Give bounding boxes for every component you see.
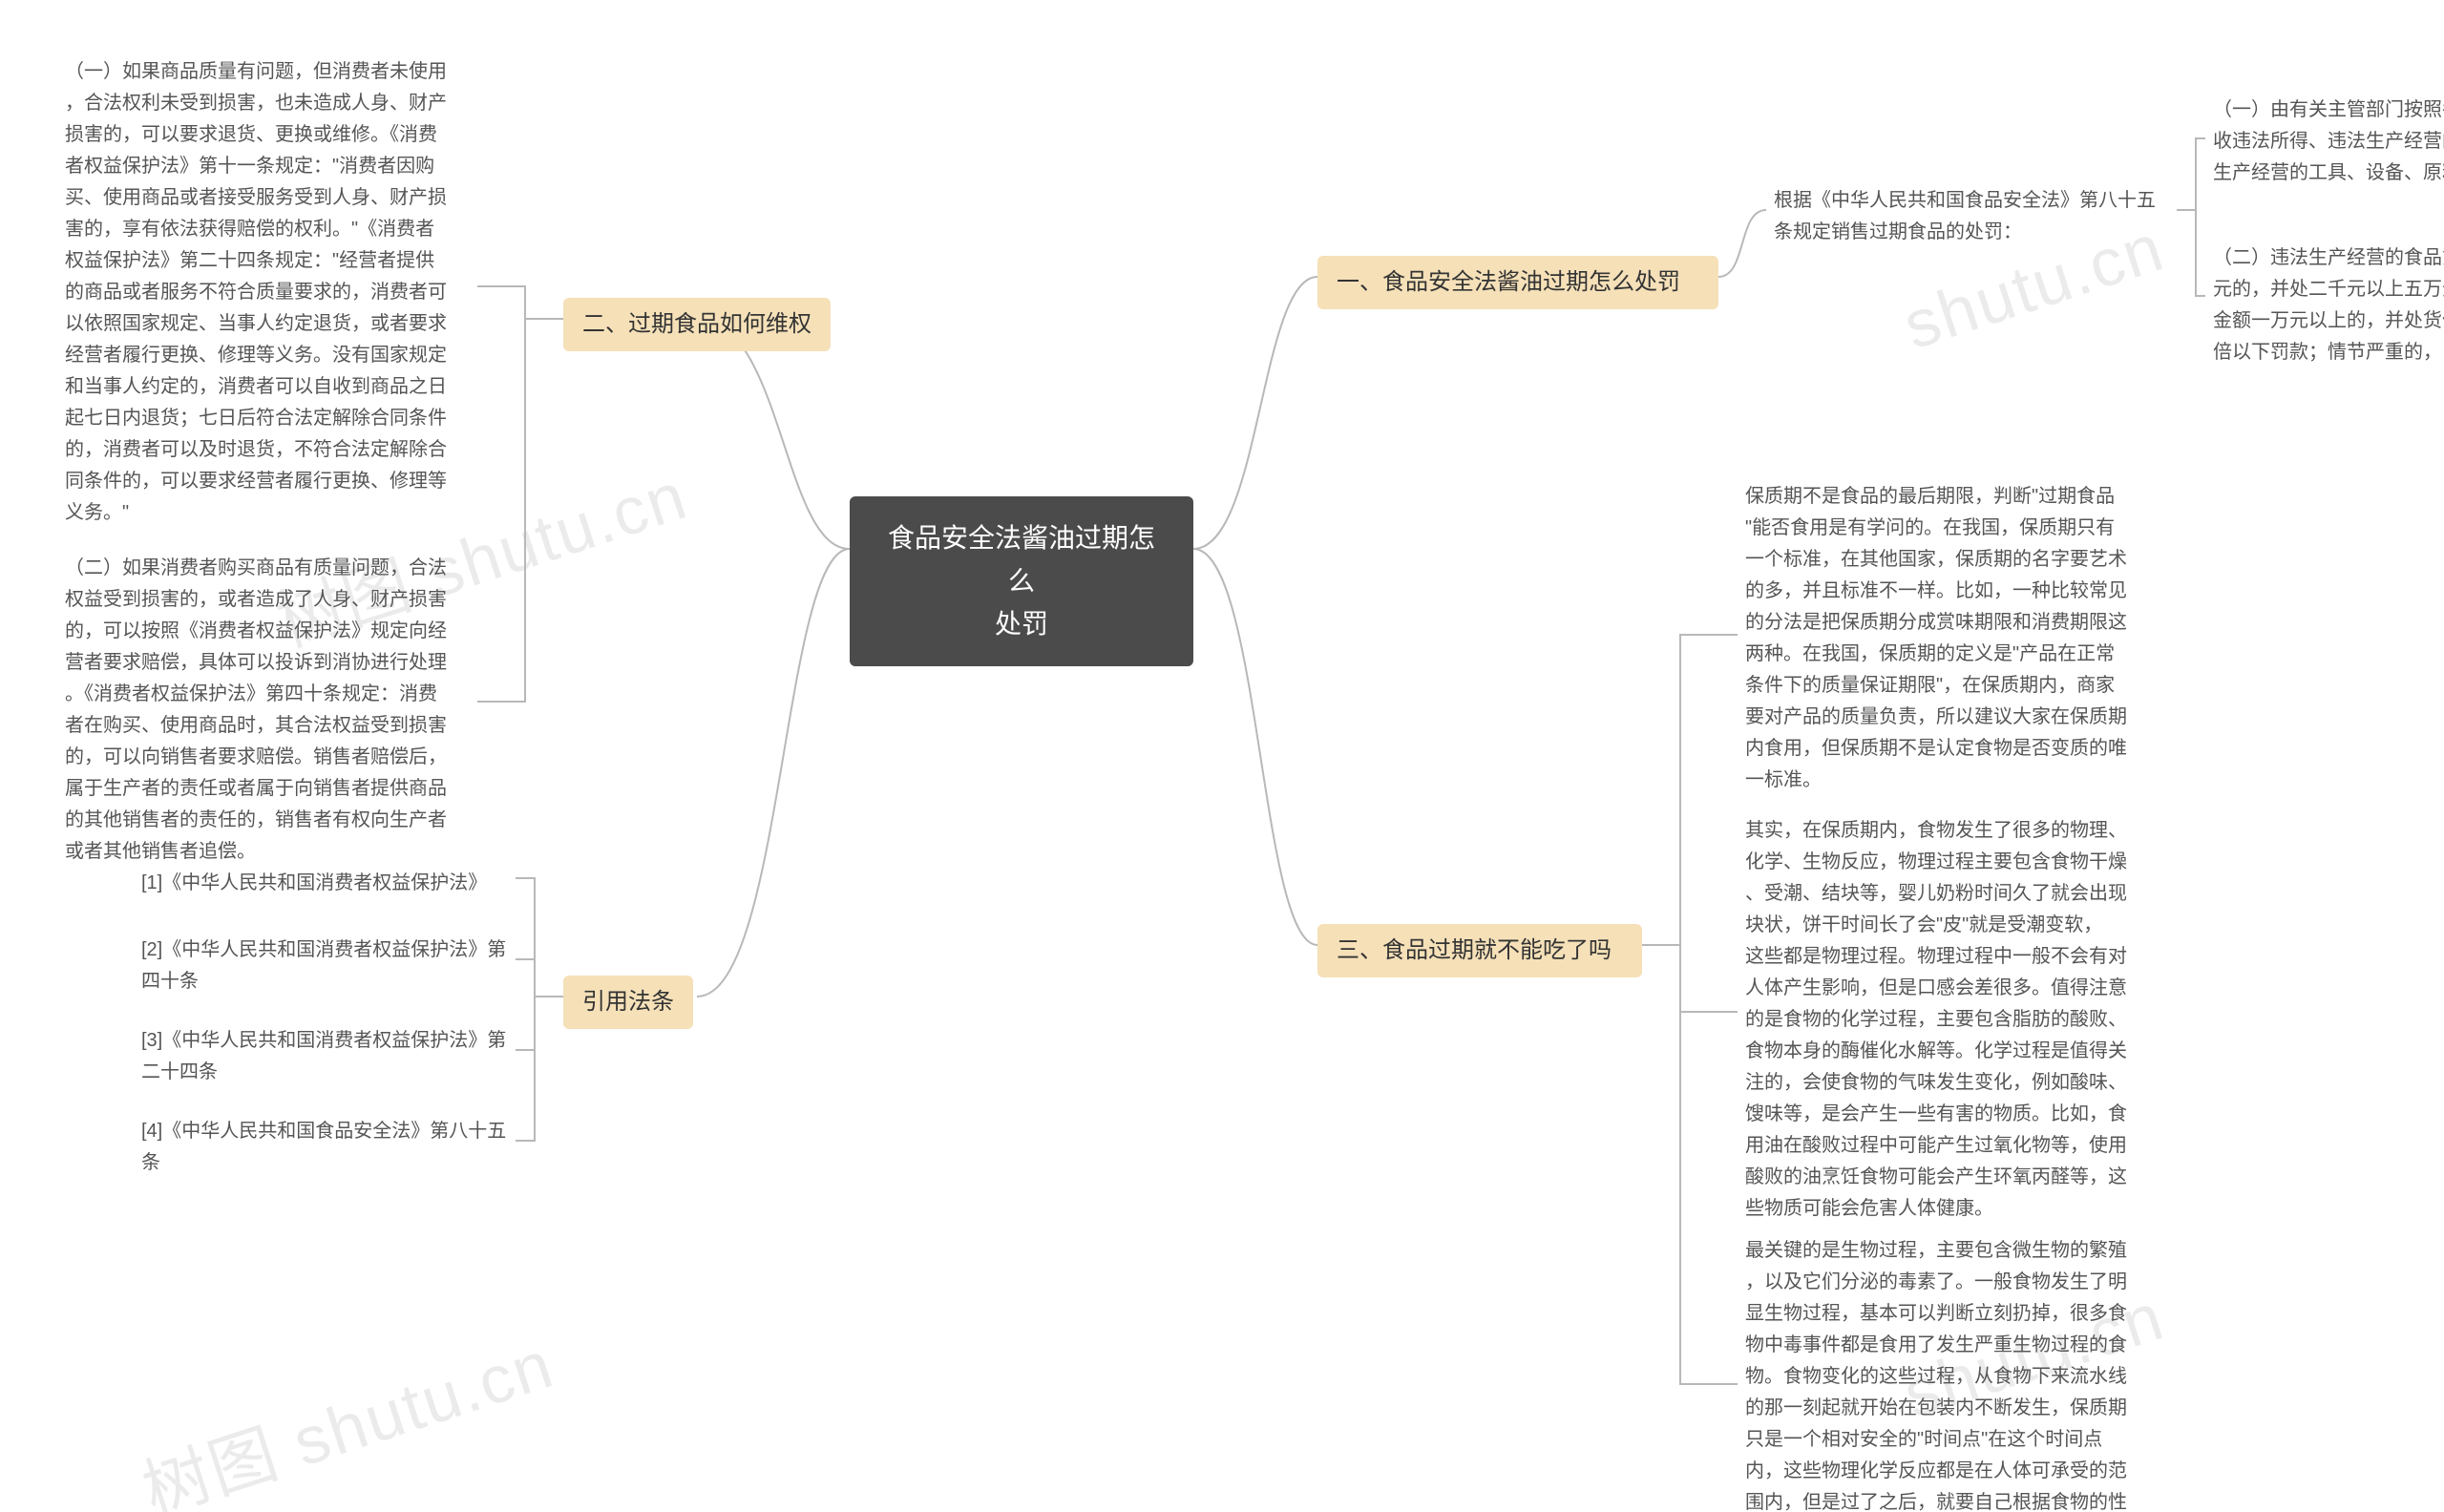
leaf-node-1-1-a: （一）由有关主管部门按照各自职责分工，没 收违法所得、违法生产经营的食品和用于违… [2205,91,2444,193]
leaf-node-1-1-b: （二）违法生产经营的食品货值金额不足一万 元的，并处二千元以上五万元以下罚款；货… [2205,239,2444,372]
leaf-node-4-3: [3]《中华人民共和国消费者权益保护法》第 二十四条 [134,1021,516,1092]
sub-node-1-1: 根据《中华人民共和国食品安全法》第八十五 条规定销售过期食品的处罚： [1766,181,2177,252]
leaf-node-2-2: （二）如果消费者购买商品有质量问题，合法 权益受到损害的，或者造成了人身、财产损… [57,549,477,872]
mindmap-root: 食品安全法酱油过期怎么 处罚 [850,496,1193,666]
leaf-node-3-2: 其实，在保质期内，食物发生了很多的物理、 化学、生物反应，物理过程主要包含食物干… [1738,811,2158,1228]
leaf-node-4-4: [4]《中华人民共和国食品安全法》第八十五 条 [134,1112,516,1183]
branch-node-4: 引用法条 [563,976,693,1029]
leaf-node-3-3: 最关键的是生物过程，主要包含微生物的繁殖 ，以及它们分泌的毒素了。一般食物发生了… [1738,1231,2158,1512]
watermark: 树图 shutu.cn [129,1312,563,1512]
leaf-node-4-1: [1]《中华人民共和国消费者权益保护法》 [134,864,516,903]
branch-node-2: 二、过期食品如何维权 [563,298,831,351]
leaf-node-2-1: （一）如果商品质量有问题，但消费者未使用 ，合法权利未受到损害，也未造成人身、财… [57,52,477,533]
leaf-node-4-2: [2]《中华人民共和国消费者权益保护法》第 四十条 [134,931,516,1001]
branch-node-3: 三、食品过期就不能吃了吗 [1317,924,1642,977]
branch-node-1: 一、食品安全法酱油过期怎么处罚 [1317,256,1718,309]
leaf-node-3-1: 保质期不是食品的最后期限，判断"过期食品 "能否食用是有学问的。在我国，保质期只… [1738,477,2158,800]
